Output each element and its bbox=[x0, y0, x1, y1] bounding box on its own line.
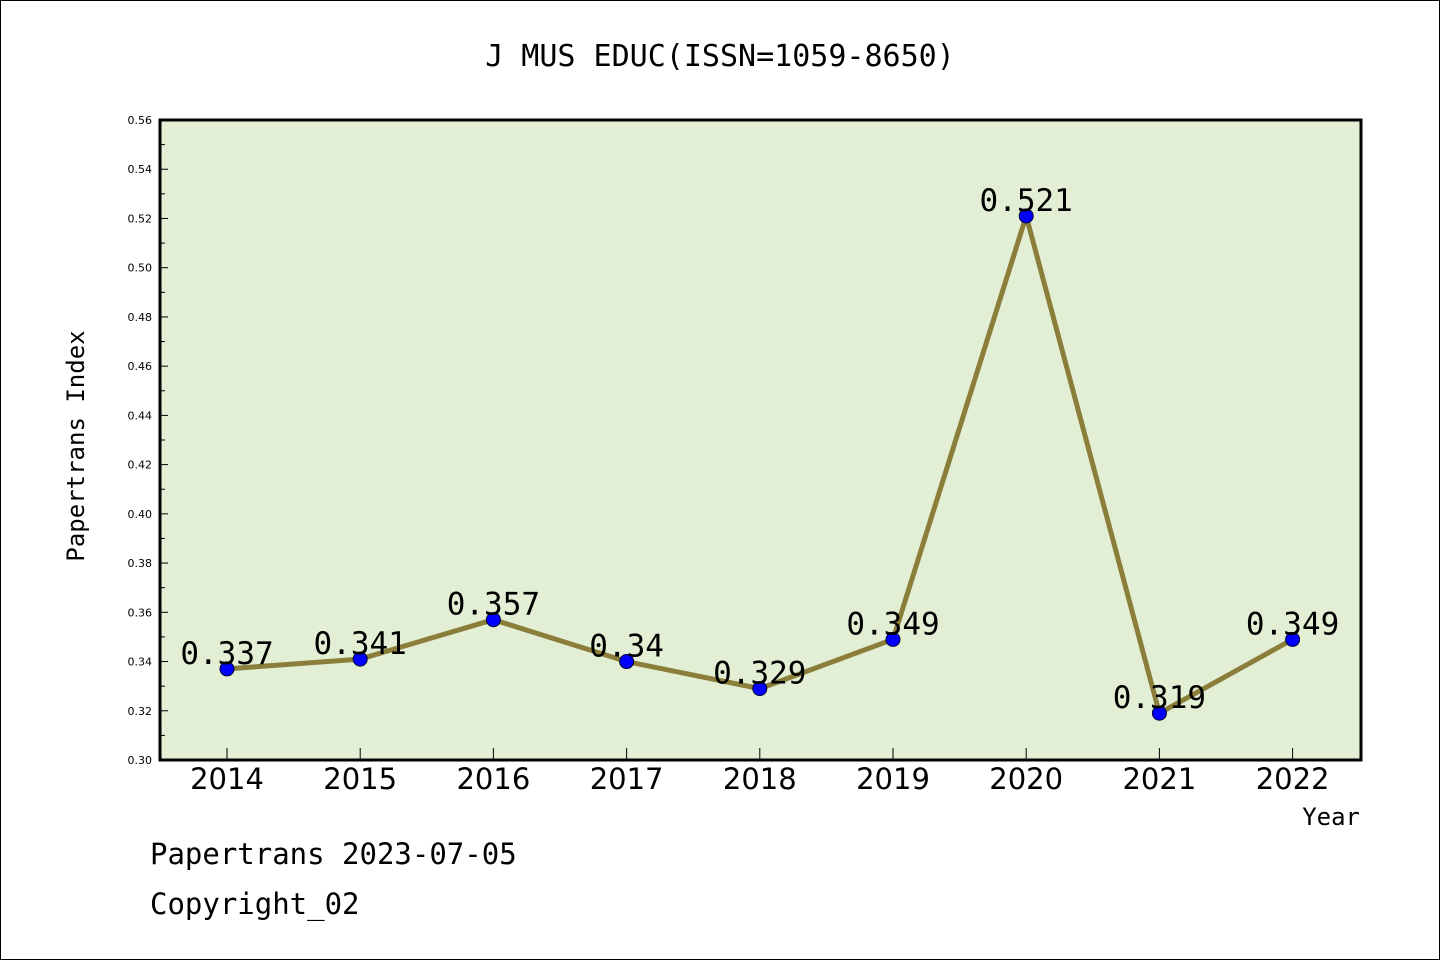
y-tick-label: 0.38 bbox=[128, 557, 153, 570]
x-tick-label: 2021 bbox=[1122, 762, 1196, 796]
data-point bbox=[885, 631, 901, 647]
data-label: 0.341 bbox=[314, 626, 407, 662]
y-tick-label: 0.48 bbox=[128, 311, 153, 324]
data-point bbox=[1018, 208, 1034, 224]
data-point bbox=[219, 661, 235, 677]
x-tick-label: 2019 bbox=[856, 762, 930, 796]
data-point bbox=[1285, 631, 1301, 647]
x-tick-label: 2020 bbox=[989, 762, 1063, 796]
y-tick-label: 0.44 bbox=[128, 409, 153, 422]
x-tick-label: 2017 bbox=[590, 762, 664, 796]
data-label: 0.357 bbox=[447, 587, 540, 623]
y-tick-label: 0.42 bbox=[128, 459, 153, 472]
y-tick-label: 0.30 bbox=[128, 754, 153, 767]
y-tick-label: 0.56 bbox=[128, 114, 153, 127]
data-markers bbox=[219, 208, 1301, 721]
x-tick-label: 2015 bbox=[323, 762, 397, 796]
y-tick-label: 0.50 bbox=[128, 262, 153, 275]
y-tick-label: 0.32 bbox=[128, 705, 153, 718]
chart-title: J MUS EDUC(ISSN=1059-8650) bbox=[485, 39, 955, 74]
x-tick-label: 2016 bbox=[456, 762, 530, 796]
data-label: 0.349 bbox=[1246, 606, 1339, 642]
data-labels: 0.337 0.341 0.357 0.34 0.329 0.349 0.521 0.319 0… bbox=[180, 183, 1339, 716]
data-point bbox=[619, 654, 635, 670]
data-point bbox=[485, 612, 501, 628]
y-tick-label: 0.46 bbox=[128, 360, 153, 373]
y-tick-label: 0.34 bbox=[128, 656, 153, 669]
x-tick-label: 2014 bbox=[190, 762, 264, 796]
data-label: 0.521 bbox=[980, 183, 1073, 219]
x-tick-label: 2022 bbox=[1256, 762, 1330, 796]
data-point bbox=[752, 681, 768, 697]
data-point bbox=[352, 651, 368, 667]
data-label: 0.349 bbox=[846, 606, 939, 642]
y-axis: 0.30 0.32 0.34 0.36 0.38 0.40 0.42 0.44 0.46 0.48… bbox=[128, 114, 168, 767]
y-tick-label: 0.52 bbox=[128, 212, 153, 225]
y-axis-title: Papertrans Index bbox=[62, 330, 90, 561]
y-tick-label: 0.36 bbox=[128, 606, 153, 619]
y-tick-label: 0.40 bbox=[128, 508, 153, 521]
x-tick-label: 2018 bbox=[723, 762, 797, 796]
data-label: 0.337 bbox=[180, 636, 273, 672]
data-label: 0.319 bbox=[1113, 680, 1206, 716]
footer-date: Papertrans 2023-07-05 bbox=[150, 837, 517, 871]
plot-border bbox=[158, 118, 1363, 762]
y-tick-label: 0.54 bbox=[128, 163, 153, 176]
x-axis-title: Year bbox=[1302, 803, 1360, 831]
data-label: 0.34 bbox=[589, 629, 664, 665]
footer-copyright: Copyright_02 bbox=[150, 887, 360, 922]
data-label: 0.329 bbox=[713, 656, 806, 692]
x-axis: 2014 2015 2016 2017 2018 2019 2020 2021 2022 bbox=[190, 748, 1330, 796]
data-point bbox=[1151, 705, 1167, 721]
